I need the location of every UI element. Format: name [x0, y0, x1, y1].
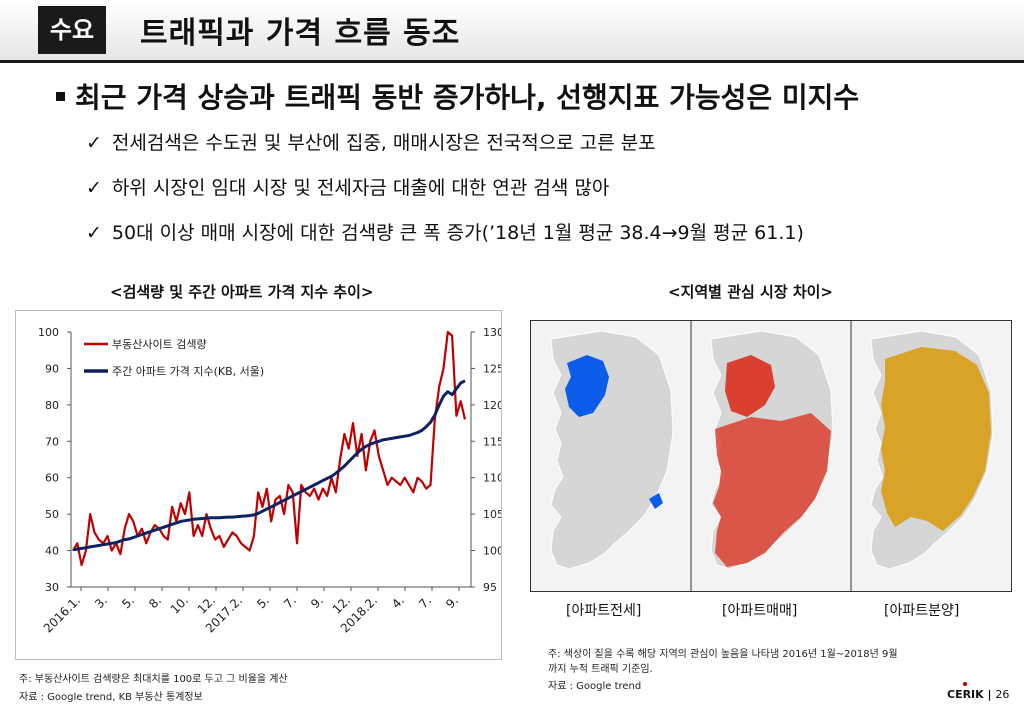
y-left-tick-label: 80 [45, 399, 59, 412]
map-source: 자료 : Google trend [548, 681, 642, 692]
bullet-text: 50대 이상 매매 시장에 대한 검색량 큰 폭 증가(’18년 1월 평균 3… [111, 222, 804, 244]
x-tick-label: 10. [168, 593, 191, 616]
x-tick-label: 4. [389, 593, 407, 611]
map-maemae [710, 330, 834, 570]
y-left-tick-label: 30 [45, 581, 59, 594]
x-tick-label: 9. [308, 593, 326, 611]
y-left-tick-label: 60 [45, 472, 59, 485]
headline-text: 최근 가격 상승과 트래픽 동반 증가하나, 선행지표 가능성은 미지수 [75, 81, 860, 114]
bullet-text: 하위 시장인 임대 시장 및 전세자금 대출에 대한 연관 검색 많아 [111, 177, 610, 199]
map-label-maemae: [아파트매매] [722, 603, 798, 619]
x-tick-label: 5. [119, 593, 137, 611]
footer-separator: | [987, 688, 992, 701]
seoul-region-highlight [565, 355, 609, 417]
map-note-cont: 까지 누적 트래픽 기준임. [548, 664, 653, 675]
capital-region-highlight [725, 355, 775, 417]
y-right-tick-label: 130 [483, 326, 501, 339]
header-divider [0, 60, 1024, 63]
y-left-tick-label: 100 [38, 326, 59, 339]
footer-brand: CERIK [947, 688, 984, 701]
check-icon: ✓ [86, 177, 102, 199]
map-label-bunyang: [아파트분양] [884, 603, 960, 619]
square-bullet-icon [56, 91, 65, 101]
right-chart-title: <지역별 관심 시장 차이> [668, 283, 834, 301]
footer: CERIK | 26 [947, 682, 1010, 701]
map-jeonse [550, 330, 674, 570]
southern-region-highlight [713, 413, 831, 567]
y-right-tick-label: 125 [483, 362, 501, 375]
y-right-tick-label: 120 [483, 399, 501, 412]
y-left-tick-label: 50 [45, 508, 59, 521]
price-index-line [72, 379, 466, 552]
x-tick-label: 9. [443, 593, 461, 611]
map-label-jeonse: [아파트전세] [566, 603, 642, 619]
x-tick-label: 8. [146, 593, 164, 611]
bullet-item: ✓ 50대 이상 매매 시장에 대한 검색량 큰 폭 증가(’18년 1월 평균 … [86, 218, 804, 245]
headline: 최근 가격 상승과 트래픽 동반 증가하나, 선행지표 가능성은 미지수 [56, 76, 859, 116]
check-icon: ✓ [86, 222, 102, 244]
y-left-tick-label: 40 [45, 545, 59, 558]
legend-label: 주간 아파트 가격 지수(KB, 서울) [112, 365, 264, 378]
y-right-tick-label: 100 [483, 545, 501, 558]
x-tick-label: 5. [254, 593, 272, 611]
y-right-tick-label: 115 [483, 435, 501, 448]
chart-source: 자료 : Google trend, KB 부동산 통계정보 [19, 692, 203, 703]
line-chart-panel: 30 40 50 60 70 80 90 100 95 100 105 110 115 120 125 130… [15, 310, 502, 660]
left-chart-title: <검색량 및 주간 아파트 가격 지수 추이> [110, 283, 374, 301]
region-maps-panel [530, 320, 1012, 592]
map-note: 주: 색상이 짙을 수록 해당 지역의 관심이 높음을 나타냄 2016년 1월… [548, 649, 898, 660]
legend-label: 부동산사이트 검색량 [112, 338, 207, 351]
map-bunyang [870, 330, 994, 570]
y-right-tick-label: 95 [483, 581, 497, 594]
page-title: 트래픽과 가격 흐름 동조 [140, 16, 461, 51]
x-tick-label: 7. [281, 593, 299, 611]
bullet-item: ✓ 전세검색은 수도권 및 부산에 집중, 매매시장은 전국적으로 고른 분포 [86, 128, 656, 155]
y-right-tick-label: 105 [483, 508, 501, 521]
busan-region-highlight [649, 493, 663, 509]
bullet-text: 전세검색은 수도권 및 부산에 집중, 매매시장은 전국적으로 고른 분포 [111, 132, 656, 154]
y-left-tick-label: 70 [45, 435, 59, 448]
nationwide-region-highlight [881, 347, 991, 531]
section-tag: 수요 [38, 6, 106, 54]
page-number: 26 [995, 688, 1010, 701]
x-tick-label: 3. [92, 593, 110, 611]
brand-dot-icon [963, 682, 967, 686]
x-tick-label: 2016.1. [41, 593, 83, 635]
region-maps [531, 321, 1011, 591]
header-bar [0, 0, 1024, 60]
check-icon: ✓ [86, 132, 102, 154]
bullet-item: ✓ 하위 시장인 임대 시장 및 전세자금 대출에 대한 연관 검색 많아 [86, 173, 609, 200]
y-left-tick-label: 90 [45, 362, 59, 375]
chart-note: 주: 부동산사이트 검색량은 최대치를 100로 두고 그 비율을 계산 [19, 674, 288, 685]
x-tick-label: 7. [416, 593, 434, 611]
y-right-tick-label: 110 [483, 472, 501, 485]
line-chart: 30 40 50 60 70 80 90 100 95 100 105 110 115 120 125 130… [38, 326, 501, 636]
